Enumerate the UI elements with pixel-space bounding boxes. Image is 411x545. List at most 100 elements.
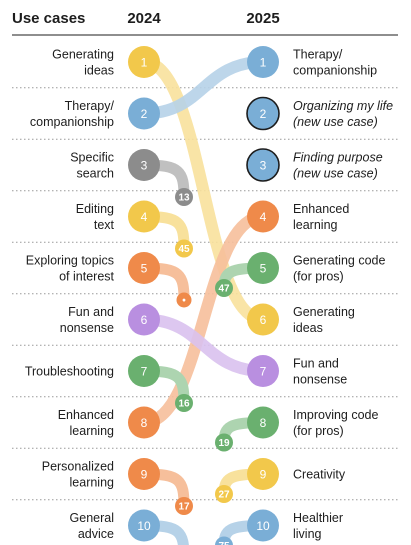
rank-2025-number: 1 bbox=[260, 56, 267, 70]
use-case-2024-label: companionship bbox=[30, 115, 114, 129]
use-case-2024-label: Therapy/ bbox=[65, 99, 115, 113]
rank-2024-circle bbox=[128, 303, 160, 336]
use-case-2025-label: (for pros) bbox=[293, 424, 344, 438]
exit-rank-label: 16 bbox=[178, 399, 190, 410]
exit-rank-marker bbox=[175, 188, 193, 206]
entry-rank-marker bbox=[215, 433, 233, 452]
rank-2024-circle bbox=[128, 355, 160, 387]
rank-2024-number: 8 bbox=[141, 416, 148, 430]
use-case-2025-label: Therapy/ bbox=[293, 48, 343, 62]
rank-2025-number: 5 bbox=[260, 262, 267, 276]
use-case-2024-label: Exploring topics bbox=[26, 254, 114, 268]
exit-rank-marker bbox=[175, 239, 193, 258]
use-case-2025-label: Improving code bbox=[293, 408, 379, 422]
use-case-2025-label: living bbox=[293, 527, 322, 541]
rank-2024-number: 6 bbox=[141, 313, 148, 327]
entry-rank-label: 47 bbox=[218, 284, 230, 295]
use-case-2025-label: nonsense bbox=[293, 373, 347, 387]
link-band bbox=[138, 56, 269, 326]
entry-rank-label: 27 bbox=[218, 490, 230, 501]
use-case-2024-label: learning bbox=[70, 424, 115, 438]
use-case-2024-label: learning bbox=[70, 476, 115, 490]
rank-2025-circle bbox=[246, 148, 280, 182]
link-band bbox=[138, 313, 269, 377]
rank-2024-number: 7 bbox=[141, 365, 148, 379]
entry-rank-label: 19 bbox=[218, 438, 230, 449]
rank-2025-circle bbox=[246, 96, 280, 131]
use-case-2024-label: search bbox=[76, 167, 114, 181]
use-case-2025-label: companionship bbox=[293, 64, 377, 78]
use-case-2025-label: (new use case) bbox=[293, 167, 378, 181]
exit-rank-label: • bbox=[182, 296, 186, 307]
exit-rank-label: 45 bbox=[178, 244, 190, 255]
rank-2025-circle bbox=[247, 46, 279, 78]
use-case-2024-label: Enhanced bbox=[58, 408, 114, 422]
header-year-2025: 2025 bbox=[246, 10, 279, 27]
rank-2025-circle bbox=[247, 252, 279, 284]
rank-2025-number: 3 bbox=[260, 159, 267, 173]
use-case-2025-label: learning bbox=[293, 218, 338, 232]
use-case-2024-label: Editing bbox=[76, 202, 114, 216]
rank-2024-number: 1 bbox=[141, 56, 148, 70]
rank-2024-circle bbox=[128, 458, 160, 490]
link-band bbox=[138, 56, 269, 120]
rank-2024-circle bbox=[128, 252, 160, 284]
entry-rank-label: 75 bbox=[218, 541, 230, 545]
use-case-2024-label: General bbox=[70, 511, 114, 525]
rank-2024-number: 2 bbox=[141, 107, 148, 121]
use-case-2024-label: nonsense bbox=[60, 321, 114, 335]
exit-rank-label: 13 bbox=[178, 193, 190, 204]
use-case-2025-label: Generating code bbox=[293, 254, 385, 268]
use-case-2025-label: Generating bbox=[293, 305, 355, 319]
exit-rank-label: 17 bbox=[178, 502, 190, 513]
use-case-2024-label: of interest bbox=[59, 270, 114, 284]
rank-2025-circle bbox=[247, 406, 279, 439]
rank-2024-number: 10 bbox=[137, 519, 151, 533]
use-case-2025-label: Creativity bbox=[293, 468, 346, 482]
use-case-2024-label: Fun and bbox=[68, 305, 114, 319]
rank-2025-circle bbox=[247, 355, 279, 387]
rank-2025-number: 9 bbox=[260, 468, 267, 482]
header-year-2024: 2024 bbox=[127, 10, 161, 27]
exit-rank-marker bbox=[176, 292, 192, 308]
rank-2024-circle bbox=[128, 406, 160, 439]
row-labels: Generating ideas Therapy/companionship Spec… bbox=[25, 48, 393, 542]
rank-2024-circle bbox=[128, 97, 160, 130]
entry-rank-marker bbox=[215, 536, 233, 545]
use-case-2025-label: (for pros) bbox=[293, 270, 344, 284]
use-case-2025-label: Organizing my life bbox=[293, 99, 393, 113]
link-band bbox=[138, 210, 269, 429]
rank-2024-number: 4 bbox=[141, 210, 148, 224]
header-use-cases: Use cases bbox=[12, 10, 85, 27]
rank-2025-number: 2 bbox=[260, 107, 267, 121]
rank-2025-number: 8 bbox=[260, 416, 267, 430]
rank-2025-circle bbox=[247, 200, 279, 233]
rank-2025-circle bbox=[247, 303, 279, 336]
rank-links bbox=[138, 56, 269, 545]
use-case-2024-label: Troubleshooting bbox=[25, 365, 114, 379]
use-case-2024-label: Generating bbox=[52, 48, 114, 62]
rank-2024-circle bbox=[128, 149, 160, 181]
use-case-2024-label: Specific bbox=[70, 151, 114, 165]
use-case-2024-label: ideas bbox=[84, 64, 114, 78]
exit-rank-marker bbox=[175, 497, 193, 515]
use-case-2025-label: Enhanced bbox=[293, 202, 349, 216]
rank-2025-number: 7 bbox=[260, 365, 267, 379]
use-case-2025-label: Healthier bbox=[293, 511, 343, 525]
use-case-2025-label: Finding purpose bbox=[293, 151, 383, 165]
use-case-2025-label: (new use case) bbox=[293, 115, 378, 129]
rank-2024-number: 3 bbox=[141, 159, 148, 173]
exit-rank-marker bbox=[175, 394, 193, 412]
rank-2025-number: 4 bbox=[260, 210, 267, 224]
entry-rank-marker bbox=[215, 485, 233, 503]
use-case-2024-label: Personalized bbox=[42, 460, 114, 474]
use-case-2025-label: Fun and bbox=[293, 357, 339, 371]
rank-2024-circle bbox=[128, 509, 160, 542]
rank-2025-circle bbox=[247, 458, 279, 490]
entry-rank-marker bbox=[215, 279, 233, 297]
rank-2025-number: 10 bbox=[256, 519, 270, 533]
use-case-2024-label: advice bbox=[78, 527, 114, 541]
